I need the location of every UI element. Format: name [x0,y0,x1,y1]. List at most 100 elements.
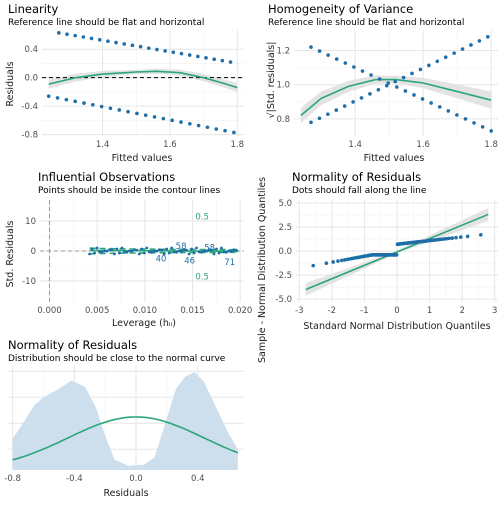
homogeneity-subtitle: Reference line should be flat and horizo… [268,18,464,28]
data-point [342,104,347,108]
data-point [210,248,213,252]
data-point [57,31,61,35]
data-point [465,234,470,239]
point-label: 58 [176,242,187,252]
data-point [117,108,122,112]
x-tick-label: 1.6 [416,140,430,150]
y-tick-label: -0.8 [21,131,38,141]
data-point [108,106,113,111]
contour-line-upper [89,247,239,251]
data-point [105,249,109,253]
data-point [317,116,322,121]
data-point [212,57,216,62]
x-tick-label: -2 [328,306,336,316]
data-point [326,112,330,116]
homogeneity-title: Homogeneity of Variance [268,2,413,16]
density-area [12,372,238,470]
data-point [212,252,216,256]
data-point [196,54,200,59]
smooth-line [89,249,239,253]
data-point [115,247,119,251]
data-point [114,40,118,45]
data-point [376,87,381,92]
data-point [161,116,166,121]
qq-panel: Normality of Residuals Dots should fall … [257,170,498,363]
data-point [309,45,313,49]
data-point [100,250,104,254]
data-point [479,233,483,237]
data-point [420,97,425,101]
data-point [204,56,208,60]
data-point [99,104,104,109]
data-point [97,37,102,42]
data-point [170,246,174,250]
data-point [222,250,226,254]
data-point [196,123,201,128]
density-subtitle: Distribution should be close to the norm… [8,354,226,364]
data-point [418,67,423,72]
data-point [217,251,221,255]
x-tick-label: 1.8 [231,140,245,150]
influential-subtitle: Points should be inside the contour line… [38,186,221,196]
data-point [130,43,135,48]
data-point [163,49,167,53]
y-tick-label: -5.0 [275,295,292,305]
data-point [120,246,124,250]
data-point [232,130,236,135]
data-point [336,259,340,263]
data-point [454,235,458,240]
data-point [179,51,184,56]
data-point [447,236,451,241]
data-point [311,263,315,268]
data-point [64,97,69,102]
data-point [360,69,365,73]
data-point [106,39,110,43]
data-point [157,248,161,252]
data-point [309,120,313,125]
data-point [486,35,490,39]
data-point [108,248,111,252]
data-point [187,53,192,57]
x-tick-label: -0.8 [4,474,21,484]
x-tick-label: 0.000 [37,306,61,316]
data-point [324,261,329,266]
data-point [130,249,134,253]
data-point [395,85,399,89]
influential-ylabel: Std. Residuals [5,221,16,288]
data-point [179,120,183,124]
data-point [455,113,459,117]
data-point [95,246,99,250]
y-tick-label: 0.4 [24,45,38,55]
data-point [90,247,94,251]
data-point [369,73,373,77]
data-point [469,43,473,47]
data-point [185,248,189,252]
y-tick-label: 0 [31,247,36,257]
data-point [150,250,154,254]
data-point [65,32,69,37]
y-tick-label: -0.4 [21,102,38,112]
data-point [229,249,233,253]
smooth-line [48,70,238,89]
data-point [450,236,455,240]
data-point [202,249,206,253]
data-point [122,42,127,46]
linearity-xlabel: Fitted values [112,153,173,164]
data-point [197,250,201,254]
data-point [127,249,131,253]
data-point [214,127,219,131]
data-point [165,247,169,251]
data-point [146,46,151,50]
data-point [55,96,60,100]
homogeneity-panel: Homogeneity of Variance Reference line s… [266,2,498,164]
influential-xlabel: Leverage (hᵢᵢ) [112,318,176,329]
data-point [452,51,456,55]
data-point [190,247,193,251]
data-point [155,249,159,253]
data-point [140,247,144,251]
data-point [89,36,94,41]
data-point [103,249,106,253]
data-point [200,250,203,254]
x-tick-label: -1 [360,306,368,316]
